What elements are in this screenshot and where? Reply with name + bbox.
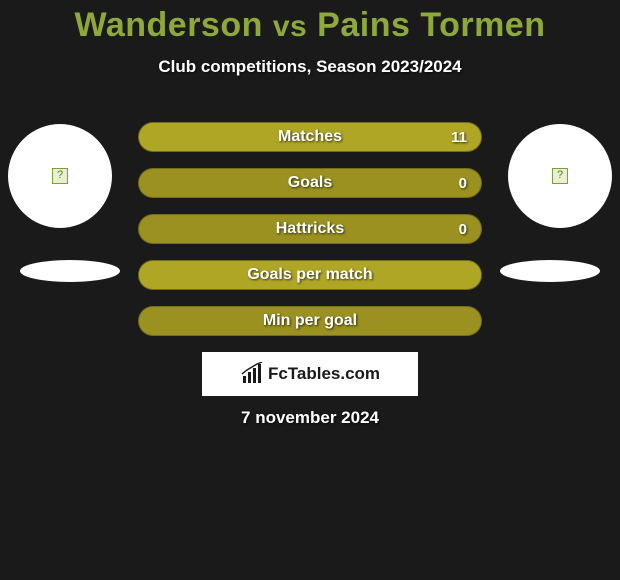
date-text: 7 november 2024	[0, 408, 620, 428]
subtitle: Club competitions, Season 2023/2024	[0, 57, 620, 77]
player1-name: Wanderson	[75, 6, 263, 44]
stat-label: Goals	[139, 169, 481, 197]
vs-text: vs	[273, 10, 307, 43]
player1-avatar	[8, 124, 112, 228]
stat-bar-min-per-goal: Min per goal	[138, 306, 482, 336]
stat-label: Hattricks	[139, 215, 481, 243]
stat-bar-matches: Matches 11	[138, 122, 482, 152]
player2-avatar	[508, 124, 612, 228]
stat-bar-hattricks: Hattricks 0	[138, 214, 482, 244]
logo-text: FcTables.com	[268, 364, 380, 384]
placeholder-icon	[552, 168, 568, 184]
stat-label: Min per goal	[139, 307, 481, 335]
stat-right-value: 0	[459, 169, 467, 197]
logo-box: FcTables.com	[202, 352, 418, 396]
page-title: Wanderson vs Pains Tormen	[0, 0, 620, 45]
bar-fill	[139, 123, 481, 151]
stat-right-value: 11	[451, 123, 467, 151]
stat-bar-goals: Goals 0	[138, 168, 482, 198]
player1-shadow	[20, 260, 120, 282]
player2-shadow	[500, 260, 600, 282]
chart-icon	[240, 362, 264, 386]
placeholder-icon	[52, 168, 68, 184]
bar-fill	[139, 261, 481, 289]
stat-bar-goals-per-match: Goals per match	[138, 260, 482, 290]
stats-bars: Matches 11 Goals 0 Hattricks 0 Goals per…	[138, 122, 482, 352]
player2-name: Pains Tormen	[317, 6, 545, 44]
stat-right-value: 0	[459, 215, 467, 243]
